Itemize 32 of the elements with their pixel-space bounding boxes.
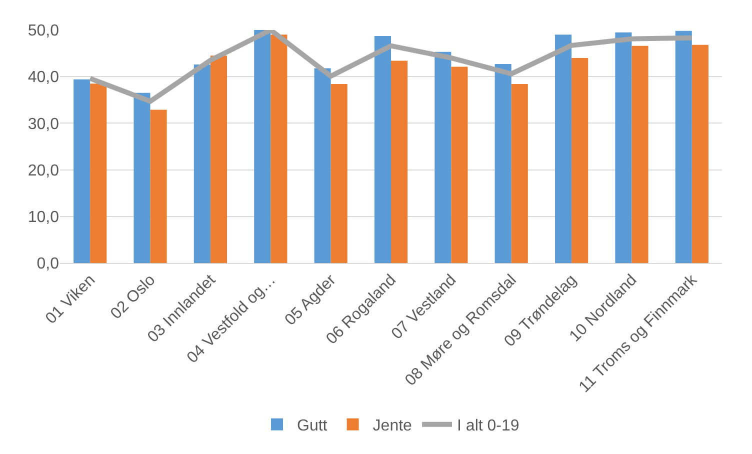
legend-label: Gutt <box>297 418 328 435</box>
bar <box>150 110 167 263</box>
bar <box>210 56 227 263</box>
y-tick-label: 0,0 <box>36 256 60 273</box>
x-tick-label: 02 Oslo <box>108 272 159 323</box>
bar <box>615 32 632 263</box>
bar <box>270 34 288 263</box>
bar <box>494 64 512 263</box>
bar <box>434 52 452 263</box>
y-tick-label: 40,0 <box>28 69 60 86</box>
y-tick-label: 50,0 <box>28 22 60 40</box>
legend-label: I alt 0-19 <box>457 418 520 435</box>
bar <box>330 84 348 263</box>
bar <box>90 84 107 263</box>
y-tick-label: 10,0 <box>28 209 60 226</box>
bar <box>451 66 468 263</box>
bar <box>572 58 588 263</box>
bar <box>675 30 692 263</box>
bar <box>632 46 648 263</box>
bar <box>511 84 528 263</box>
bar <box>74 79 90 263</box>
legend-label: Jente <box>372 418 412 435</box>
bar <box>555 34 572 263</box>
bar <box>374 36 391 263</box>
bar <box>391 60 408 263</box>
bar <box>692 44 708 263</box>
bar <box>134 92 150 263</box>
y-tick-label: 20,0 <box>28 162 60 180</box>
bar <box>194 64 210 263</box>
bar <box>254 30 271 263</box>
y-tick-label: 30,0 <box>28 116 60 133</box>
bar <box>314 68 331 263</box>
